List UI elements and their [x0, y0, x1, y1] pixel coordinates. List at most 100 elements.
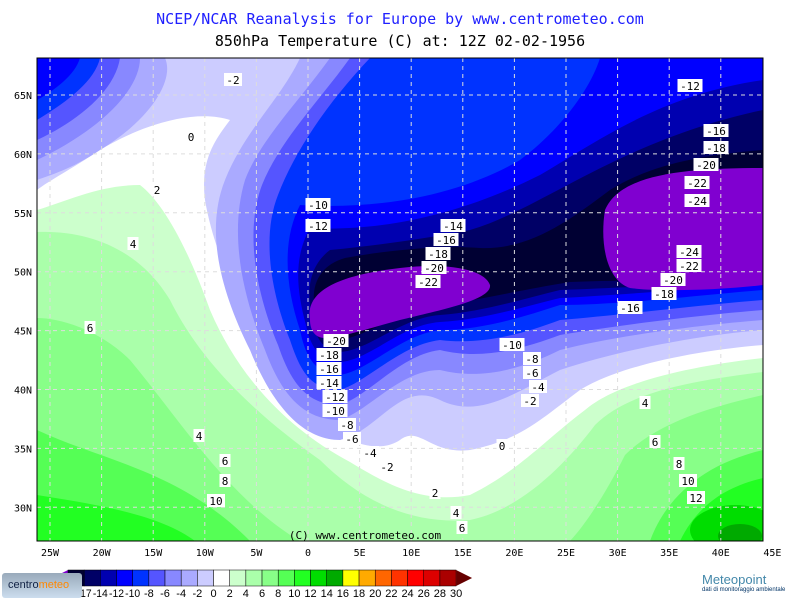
- lon-tick-label: 25E: [557, 548, 575, 559]
- colorbar-label: 22: [385, 588, 397, 600]
- colorbar-label: -2: [192, 588, 202, 600]
- map-title: NCEP/NCAR Reanalysis for Europe by www.c…: [156, 10, 644, 28]
- contour-label-bg: [649, 435, 661, 448]
- contour-label: -6: [525, 367, 538, 380]
- contour-label-bg: [322, 390, 348, 403]
- lon-tick-label: 10W: [196, 548, 215, 559]
- lon-tick-label: 10E: [402, 548, 420, 559]
- contour-label: 8: [676, 458, 683, 471]
- colorbar-swatch: [180, 569, 198, 587]
- contour-label: 6: [87, 322, 94, 335]
- contour-label-bg: [617, 301, 643, 314]
- colorbar-swatch: [358, 569, 376, 587]
- contour-label: 2: [154, 184, 161, 197]
- colorbar-label: -6: [160, 588, 170, 600]
- graticule: [37, 58, 763, 541]
- colorbar-swatch: [294, 569, 311, 587]
- colorbar-label: 18: [353, 588, 365, 600]
- contour-label-bg: [316, 376, 342, 389]
- lat-tick-label: 35N: [14, 444, 32, 455]
- contour-label-bg: [499, 338, 525, 351]
- lon-tick-label: 20W: [93, 548, 112, 559]
- contour-label-bg: [322, 404, 348, 417]
- contour-label-bg: [703, 141, 729, 154]
- colorbar-label: -8: [144, 588, 154, 600]
- contour-label-bg: [456, 521, 468, 534]
- contour-label: -18: [706, 142, 726, 155]
- contour-label-bg: [529, 380, 547, 393]
- contour-label: -18: [654, 288, 674, 301]
- contour-label-bg: [651, 287, 677, 300]
- colorbar-swatch: [132, 569, 150, 587]
- contour-label: -22: [418, 276, 438, 289]
- colorbar-swatch: [148, 569, 166, 587]
- colorbar-label: 4: [243, 588, 249, 600]
- map-subtitle: 850hPa Temperature (C) at: 12Z 02-02-195…: [214, 32, 586, 50]
- contour-label: -8: [525, 353, 538, 366]
- colorbar-label: 12: [304, 588, 316, 600]
- lon-tick-label: 15E: [454, 548, 472, 559]
- colorbar-label: 16: [337, 588, 349, 600]
- contour-label-bg: [415, 275, 441, 288]
- contour-label: 0: [499, 440, 506, 453]
- colorbar-label: -10: [125, 588, 140, 600]
- contour-label-bg: [684, 194, 710, 207]
- colorbar-label: -14: [93, 588, 108, 600]
- contour-label: -8: [340, 419, 353, 432]
- colorbar-swatch: [261, 569, 279, 587]
- contour-label: -20: [424, 262, 444, 275]
- colorbar-swatch: [197, 569, 214, 587]
- contour-label-bg: [433, 233, 459, 246]
- colorbar-swatch: [310, 569, 327, 587]
- contour-label: -20: [326, 335, 346, 348]
- contour-label-bg: [193, 429, 205, 442]
- contour-label: 6: [459, 522, 466, 535]
- contour-label: 8: [222, 475, 229, 488]
- contour-label: 6: [652, 436, 659, 449]
- contour-label: -16: [319, 363, 339, 376]
- colorbar-swatch: [407, 569, 424, 587]
- contour-label-bg: [185, 130, 197, 143]
- logo-left-a: centro: [8, 579, 39, 591]
- contour-label: -14: [443, 220, 463, 233]
- colorbar-swatch: [439, 569, 457, 587]
- contour-label: 4: [453, 507, 460, 520]
- contour-label: -6: [345, 433, 358, 446]
- contour-label-bg: [323, 334, 349, 347]
- colorbar-label: 2: [227, 588, 233, 600]
- contour-label-bg: [523, 352, 541, 365]
- contour-label-bg: [219, 454, 231, 467]
- contour-label-bg: [677, 79, 703, 92]
- band-10-12-sw: [37, 495, 195, 541]
- contour-label: 6: [222, 455, 229, 468]
- lon-tick-label: 5W: [250, 548, 263, 559]
- lat-tick-label: 30N: [14, 503, 32, 514]
- plot-frame: [36, 57, 764, 542]
- lat-tick-label: 40N: [14, 386, 32, 397]
- contour-label: -2: [380, 461, 393, 474]
- lon-tick-label: 30E: [609, 548, 627, 559]
- contour-label: -24: [679, 246, 699, 259]
- contour-label: 10: [209, 495, 222, 508]
- contour-label: 0: [188, 131, 195, 144]
- meteopoint-logo[interactable]: Meteopoint dati di monitoraggio ambienta…: [702, 573, 798, 598]
- contour-label: -20: [663, 274, 683, 287]
- contour-label-bg: [703, 124, 729, 137]
- lon-tick-label: 0: [305, 548, 311, 559]
- contour-label: 4: [642, 397, 649, 410]
- cold-core-central-europe: [309, 265, 491, 338]
- contour-label-bg: [687, 491, 705, 504]
- contour-label-bg: [450, 506, 462, 519]
- contour-label-bg: [343, 432, 361, 445]
- centrometeo-logo[interactable]: centrometeo: [2, 573, 82, 598]
- contour-label: 4: [130, 238, 137, 251]
- contour-label: -12: [325, 391, 345, 404]
- colorbar-swatch: [391, 569, 408, 587]
- contour-label: -4: [363, 447, 377, 460]
- contour-label-bg: [316, 362, 342, 375]
- colorbar-label: 8: [275, 588, 281, 600]
- colorbar-swatch: [342, 569, 360, 587]
- lon-tick-label: 20E: [505, 548, 523, 559]
